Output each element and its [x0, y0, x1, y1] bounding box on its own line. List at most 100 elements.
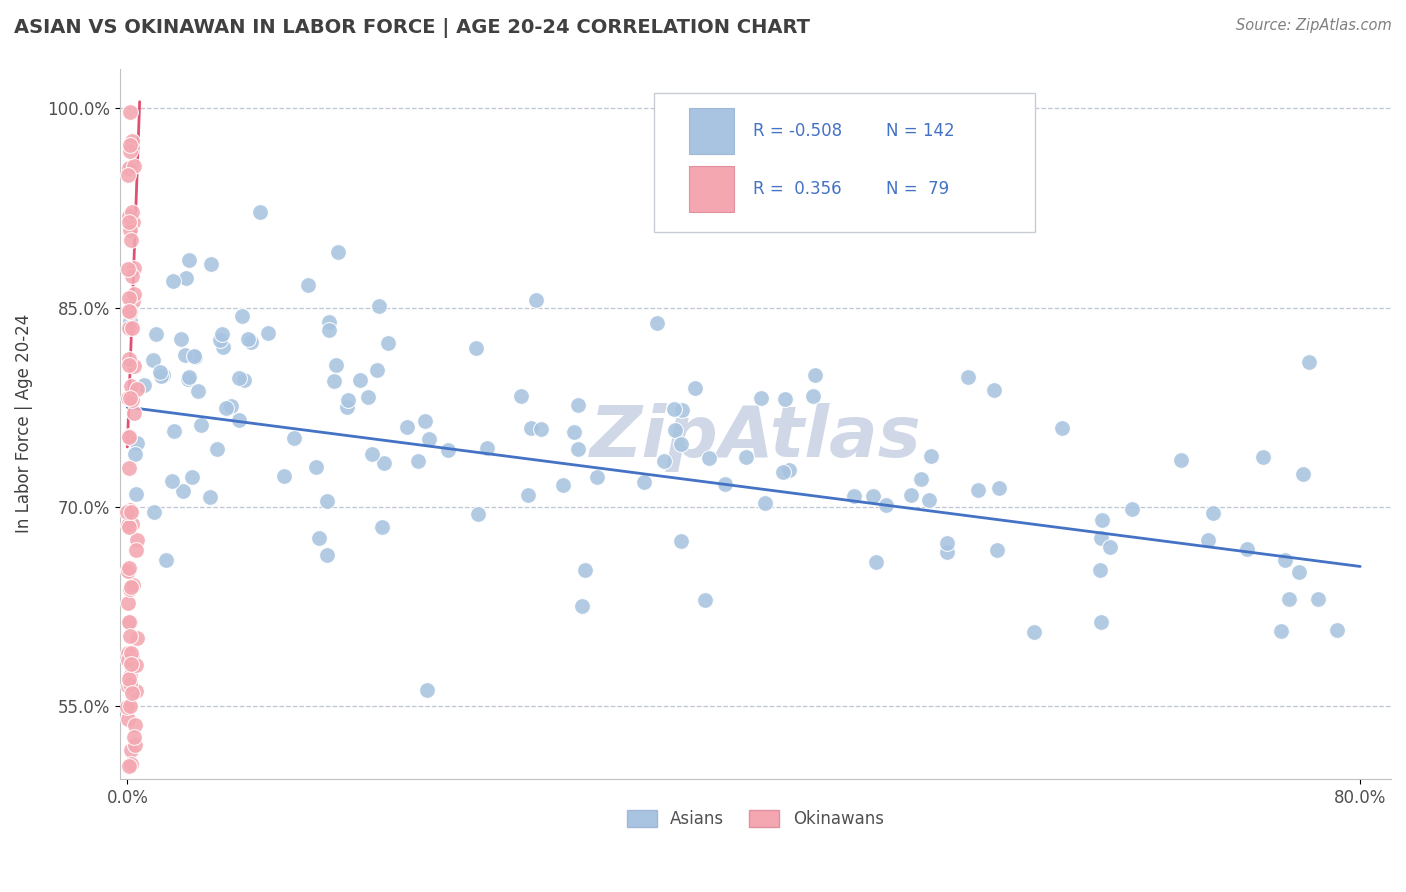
Point	[118, 430, 141, 444]
Point	[121, 651, 143, 665]
Point	[118, 503, 141, 517]
Point	[1121, 501, 1143, 516]
Point	[118, 629, 141, 643]
Point	[170, 332, 193, 346]
Point	[318, 323, 340, 337]
Point	[145, 326, 167, 341]
FancyBboxPatch shape	[654, 94, 1035, 232]
Point	[803, 368, 825, 383]
Text: Source: ZipAtlas.com: Source: ZipAtlas.com	[1236, 18, 1392, 33]
Point	[211, 326, 233, 341]
Point	[297, 277, 319, 292]
Point	[697, 451, 720, 466]
Point	[900, 488, 922, 502]
Point	[177, 372, 200, 386]
Point	[118, 677, 141, 691]
Point	[125, 382, 148, 396]
Point	[117, 596, 139, 610]
Point	[585, 469, 607, 483]
Point	[125, 658, 148, 673]
Point	[772, 465, 794, 479]
Point	[683, 381, 706, 395]
Point	[735, 450, 758, 465]
Point	[117, 352, 139, 367]
Point	[1270, 624, 1292, 638]
Point	[118, 161, 141, 175]
Point	[249, 205, 271, 219]
Point	[125, 543, 148, 558]
Point	[349, 373, 371, 387]
Point	[118, 460, 141, 475]
Point	[967, 483, 990, 498]
Point	[1090, 513, 1112, 527]
Point	[645, 316, 668, 330]
Point	[983, 383, 1005, 397]
Point	[1202, 507, 1225, 521]
Point	[935, 545, 957, 559]
Point	[118, 304, 141, 318]
Point	[308, 531, 330, 545]
Point	[1308, 592, 1330, 607]
Point	[174, 348, 197, 362]
Point	[416, 683, 439, 698]
Point	[1098, 540, 1121, 554]
Point	[124, 730, 146, 744]
Point	[865, 555, 887, 569]
Point	[122, 286, 145, 301]
Point	[415, 414, 437, 428]
Point	[117, 699, 139, 714]
Text: R = -0.508: R = -0.508	[752, 121, 842, 140]
Point	[118, 615, 141, 629]
Point	[754, 496, 776, 510]
Point	[239, 334, 262, 349]
Point	[305, 459, 328, 474]
Point	[664, 401, 686, 416]
Point	[749, 391, 772, 405]
Point	[124, 447, 146, 461]
Point	[117, 679, 139, 693]
Point	[127, 533, 149, 547]
Point	[118, 699, 141, 714]
Point	[177, 253, 200, 268]
Point	[125, 684, 148, 698]
Point	[162, 274, 184, 288]
Point	[120, 743, 142, 757]
Point	[530, 422, 553, 436]
Point	[118, 305, 141, 319]
Point	[118, 560, 141, 574]
Point	[336, 400, 359, 414]
Point	[1022, 625, 1045, 640]
Point	[117, 646, 139, 660]
Point	[1236, 542, 1258, 557]
Text: ASIAN VS OKINAWAN IN LABOR FORCE | AGE 20-24 CORRELATION CHART: ASIAN VS OKINAWAN IN LABOR FORCE | AGE 2…	[14, 18, 810, 37]
Point	[519, 421, 541, 435]
Point	[1170, 453, 1192, 467]
Point	[773, 392, 796, 407]
Point	[215, 401, 238, 415]
Point	[117, 505, 139, 519]
Point	[121, 686, 143, 700]
Point	[574, 563, 596, 577]
Point	[233, 374, 256, 388]
Point	[200, 257, 222, 271]
Text: ZipAtlas: ZipAtlas	[589, 403, 921, 473]
Point	[325, 358, 347, 372]
Point	[957, 369, 980, 384]
Point	[118, 321, 141, 335]
Point	[184, 350, 207, 364]
Point	[120, 160, 142, 174]
Point	[120, 582, 142, 596]
Point	[122, 159, 145, 173]
Y-axis label: In Labor Force | Age 20-24: In Labor Force | Age 20-24	[15, 314, 32, 533]
Point	[122, 260, 145, 275]
Point	[117, 563, 139, 577]
Point	[142, 353, 165, 368]
Point	[236, 332, 259, 346]
Point	[187, 384, 209, 399]
Point	[121, 293, 143, 308]
Point	[1292, 467, 1315, 481]
Point	[323, 375, 346, 389]
Point	[316, 548, 339, 562]
Point	[121, 516, 143, 531]
Point	[467, 507, 489, 521]
